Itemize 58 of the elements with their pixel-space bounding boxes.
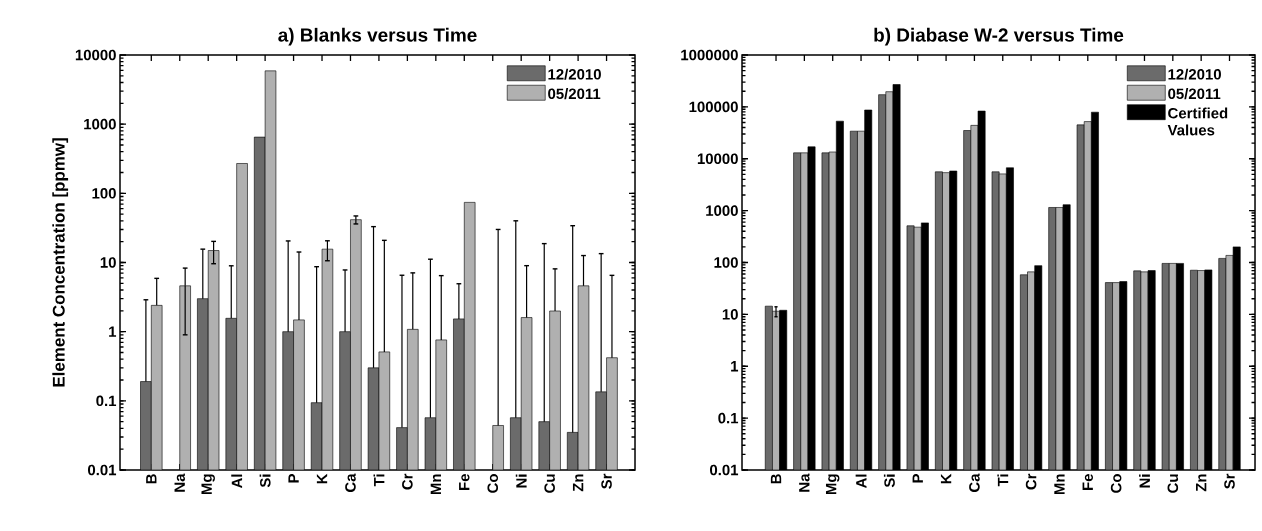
y-tick-label: 10000 [75,49,116,61]
x-tick-label: Al [855,474,867,489]
x-tick-label: Fe [459,474,470,490]
x-tick-label: B [770,474,782,484]
x-tick-label: Mg [825,474,840,495]
y-tick-label: 0.1 [718,412,739,424]
legend-label: 05/2011 [548,88,601,100]
legend-label: 05/2011 [1168,88,1221,100]
y-tick-label: 10 [722,309,738,320]
y-tick-label: 100 [92,188,116,199]
y-tick-label: 1000000 [681,49,738,61]
x-tick-label: Na [174,473,185,492]
legend-label: 12/2010 [1168,68,1221,80]
chart-title: b) Diabase W-2 versus Time [874,27,1124,46]
y-tick-label: 10000 [697,153,738,165]
x-tick-label: Al [231,474,243,489]
x-tick-label: Mn [1054,474,1065,495]
x-tick-label: Cr [402,473,413,490]
x-tick-label: P [912,474,923,483]
y-tick-label: 1000 [706,205,738,216]
x-tick-label: Cu [544,474,555,493]
x-tick-label: Zn [1196,474,1207,492]
x-tick-label: K [316,473,328,484]
y-tick-label: 100 [714,257,738,268]
x-tick-label: Ti [373,474,385,487]
x-tick-label: Mg [201,474,215,495]
x-tick-label: Si [883,474,895,488]
y-tick-label: 0.01 [710,464,739,476]
y-tick-label: 0.1 [96,395,117,407]
y-tick-label: 10 [100,257,116,268]
x-tick-label: Mn [430,474,441,495]
x-tick-label: Ni [1139,474,1150,488]
y-tick-label: 0.01 [87,464,117,476]
x-tick-label: Zn [572,474,584,492]
x-tick-label: Sr [1224,473,1235,489]
x-tick-label: Sr [601,473,612,489]
y-tick-label: 100000 [689,101,738,113]
x-tick-label: Co [487,474,499,493]
legend-label: Certified Values [1167,107,1228,136]
y-tick-label: 1000 [84,118,116,130]
y-tick-label: 1 [109,326,117,337]
y-axis-title: Element Concentration [ppmw] [52,138,69,387]
chart-title: a) Blanks versus Time [278,27,477,46]
y-tick-label: 1 [731,361,739,372]
x-tick-label: Ti [997,474,1009,487]
x-tick-label: Fe [1082,474,1093,490]
x-tick-label: K [940,473,952,484]
x-tick-label: Ca [345,473,356,493]
x-tick-label: Cr [1025,473,1037,490]
x-tick-label: Co [1110,474,1122,493]
x-tick-label: Ni [515,474,527,488]
x-tick-label: Na [799,473,810,492]
x-tick-label: Si [259,474,271,488]
legend-label: 12/2010 [548,68,601,80]
x-tick-label: Cu [1167,474,1179,493]
x-tick-label: Ca [969,473,980,493]
x-tick-label: B [146,474,157,484]
x-tick-label: P [288,474,299,483]
